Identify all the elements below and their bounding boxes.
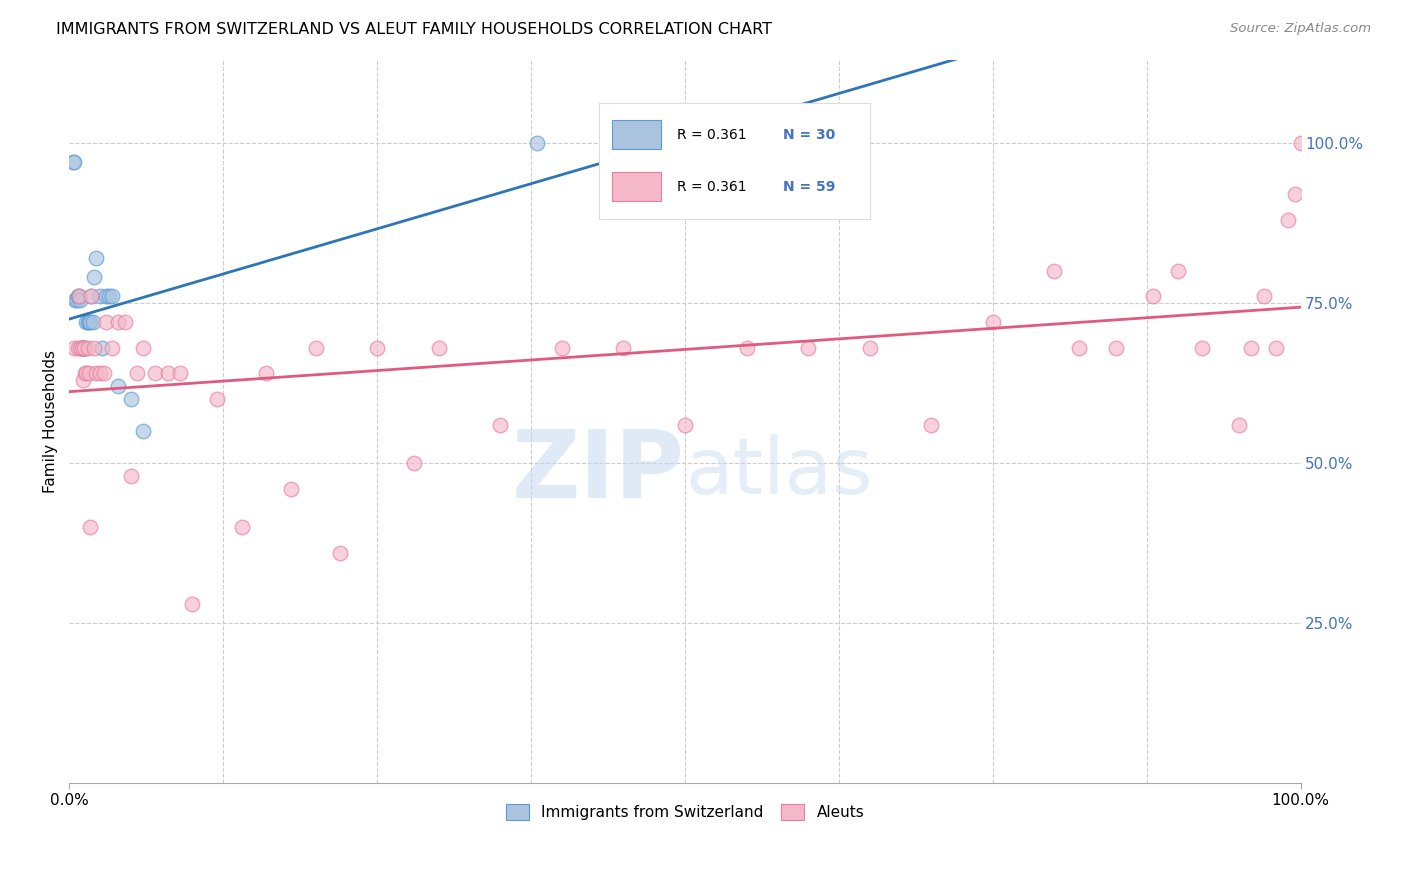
Text: IMMIGRANTS FROM SWITZERLAND VS ALEUT FAMILY HOUSEHOLDS CORRELATION CHART: IMMIGRANTS FROM SWITZERLAND VS ALEUT FAM… xyxy=(56,22,772,37)
Point xyxy=(70,341,93,355)
Point xyxy=(89,367,111,381)
Point xyxy=(859,341,882,355)
Point xyxy=(120,468,142,483)
Point xyxy=(76,367,98,381)
Point xyxy=(107,379,129,393)
Point xyxy=(526,136,548,150)
Point xyxy=(101,289,124,303)
Point xyxy=(62,155,84,169)
Point xyxy=(489,417,512,432)
Point xyxy=(75,341,97,355)
Point xyxy=(366,341,388,355)
Point xyxy=(254,367,277,381)
Point xyxy=(1227,417,1250,432)
Point xyxy=(181,597,204,611)
Point xyxy=(402,456,425,470)
Point xyxy=(205,392,228,406)
Point xyxy=(1240,341,1263,355)
Point xyxy=(70,341,93,355)
Point xyxy=(83,341,105,355)
Point xyxy=(735,341,758,355)
Point xyxy=(797,341,820,355)
Point xyxy=(72,373,94,387)
Point xyxy=(551,341,574,355)
Point xyxy=(329,545,352,559)
Point xyxy=(73,341,96,355)
Point xyxy=(86,367,108,381)
Point xyxy=(79,315,101,329)
Point xyxy=(156,367,179,381)
Point xyxy=(80,289,103,303)
Point xyxy=(1142,289,1164,303)
Point xyxy=(1105,341,1128,355)
Point xyxy=(169,367,191,381)
Point xyxy=(125,367,148,381)
Point xyxy=(66,341,89,355)
Point xyxy=(920,417,942,432)
Point xyxy=(65,293,87,307)
Text: atlas: atlas xyxy=(685,434,873,510)
Point xyxy=(69,341,91,355)
Point xyxy=(79,520,101,534)
Point xyxy=(86,251,108,265)
Point xyxy=(132,341,155,355)
Point xyxy=(97,289,120,303)
Legend: Immigrants from Switzerland, Aleuts: Immigrants from Switzerland, Aleuts xyxy=(499,797,870,826)
Point xyxy=(67,289,90,303)
Point xyxy=(96,289,118,303)
Point xyxy=(132,424,155,438)
Point xyxy=(83,270,105,285)
Point xyxy=(145,367,167,381)
Point xyxy=(427,341,450,355)
Point xyxy=(91,341,114,355)
Point xyxy=(1284,187,1306,202)
Point xyxy=(76,315,98,329)
Point xyxy=(304,341,326,355)
Text: ZIP: ZIP xyxy=(512,426,685,518)
Point xyxy=(63,341,86,355)
Point xyxy=(80,289,103,303)
Point xyxy=(1253,289,1275,303)
Point xyxy=(1277,212,1299,227)
Point xyxy=(612,341,634,355)
Point xyxy=(1167,264,1189,278)
Point xyxy=(96,315,118,329)
Point xyxy=(107,315,129,329)
Point xyxy=(65,293,87,307)
Point xyxy=(76,341,98,355)
Point xyxy=(981,315,1004,329)
Point xyxy=(77,367,100,381)
Point xyxy=(76,315,98,329)
Point xyxy=(72,341,94,355)
Point xyxy=(82,315,104,329)
Point xyxy=(77,315,100,329)
Y-axis label: Family Households: Family Households xyxy=(44,350,58,492)
Point xyxy=(114,315,136,329)
Point xyxy=(1067,341,1090,355)
Point xyxy=(231,520,253,534)
Point xyxy=(1191,341,1213,355)
Point xyxy=(1265,341,1288,355)
Point xyxy=(1043,264,1066,278)
Point xyxy=(280,482,302,496)
Point xyxy=(69,293,91,307)
Point xyxy=(70,341,93,355)
Point xyxy=(73,341,96,355)
Point xyxy=(1289,136,1312,150)
Point xyxy=(93,367,115,381)
Text: Source: ZipAtlas.com: Source: ZipAtlas.com xyxy=(1230,22,1371,36)
Point xyxy=(66,289,89,303)
Point xyxy=(89,289,111,303)
Point xyxy=(120,392,142,406)
Point xyxy=(67,289,90,303)
Point xyxy=(63,155,86,169)
Point xyxy=(72,341,94,355)
Point xyxy=(75,367,97,381)
Point xyxy=(673,417,696,432)
Point xyxy=(101,341,124,355)
